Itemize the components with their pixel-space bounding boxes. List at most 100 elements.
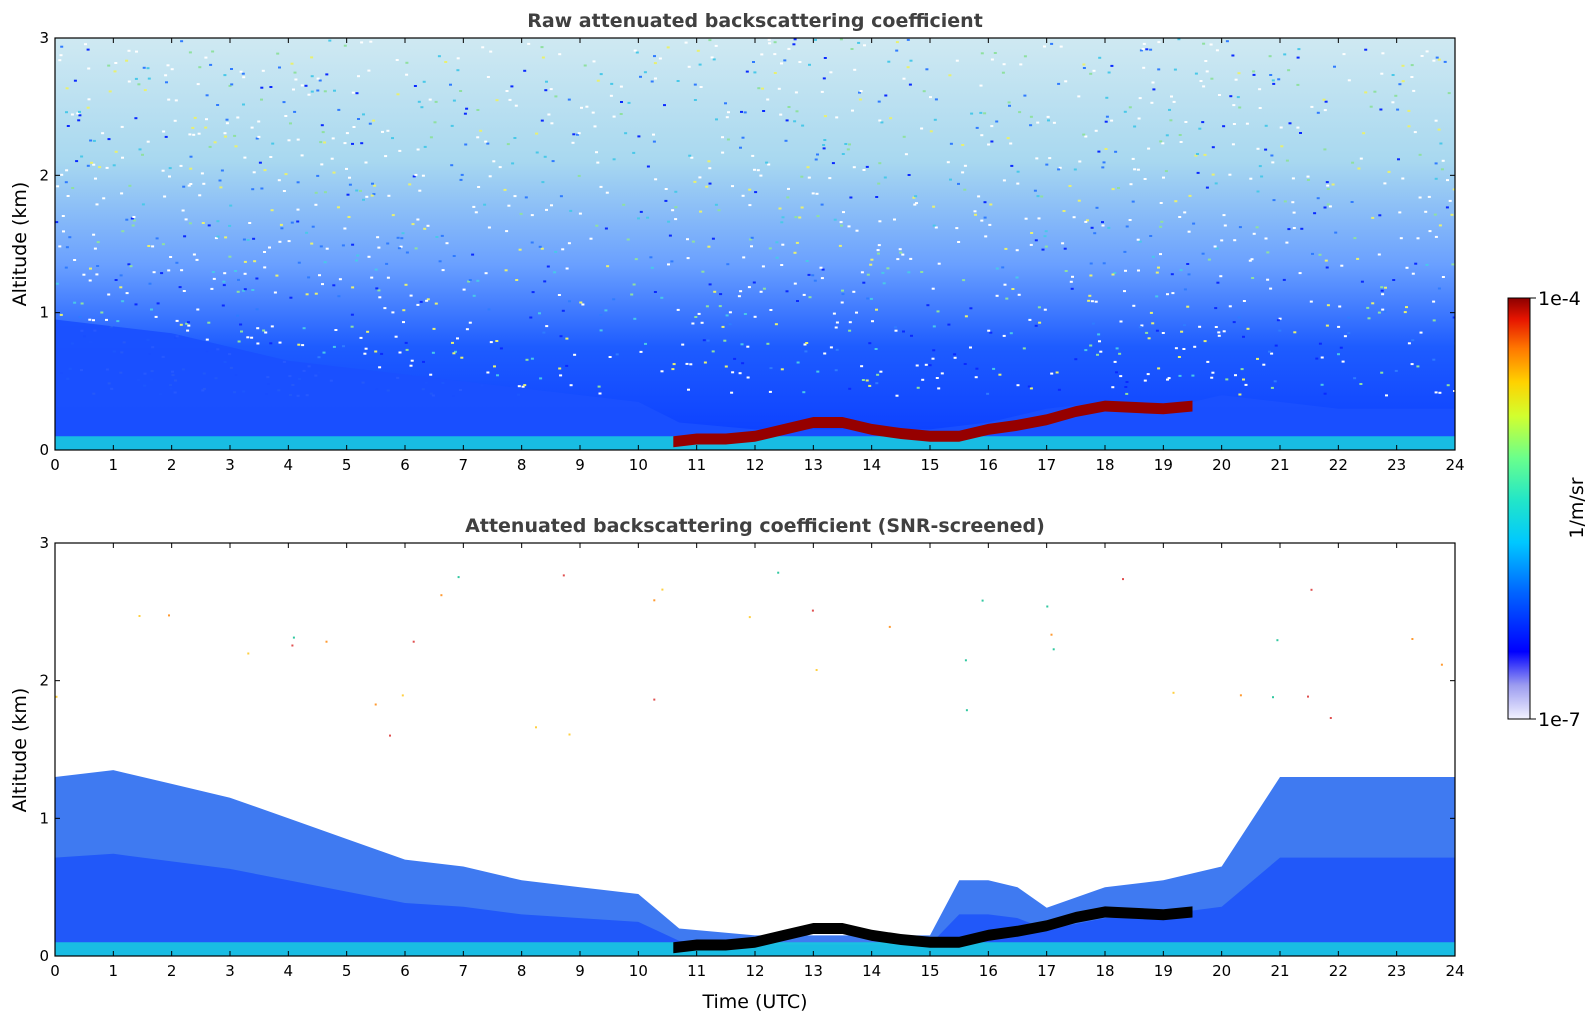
noise-speck (993, 52, 997, 54)
noise-speck (114, 62, 118, 64)
noise-speck (913, 203, 917, 206)
noise-speck (742, 256, 746, 259)
noise-speck (822, 77, 826, 80)
noise-speck (1441, 159, 1445, 162)
noise-speck (125, 59, 129, 62)
noise-speck (100, 311, 104, 314)
noise-speck (1306, 179, 1310, 181)
noise-speck (1411, 339, 1415, 342)
noise-speck (351, 243, 355, 246)
noise-speck (360, 142, 364, 145)
noise-speck (435, 236, 439, 238)
noise-speck (802, 293, 806, 296)
noise-speck (1182, 348, 1186, 350)
noise-speck (689, 363, 693, 366)
noise-speck (1133, 168, 1137, 171)
noise-speck (1384, 286, 1387, 289)
noise-speck (646, 165, 650, 168)
noise-speck (1090, 226, 1094, 229)
noise-speck (1232, 321, 1236, 324)
noise-speck (464, 143, 468, 146)
noise-speck (320, 124, 324, 127)
noise-speck (297, 261, 301, 264)
noise-speck (198, 194, 202, 197)
noise-speck (851, 109, 854, 112)
noise-speck (169, 256, 173, 258)
noise-speck (686, 238, 689, 241)
noise-speck (188, 133, 192, 136)
noise-speck (1357, 167, 1361, 170)
noise-speck (1129, 183, 1133, 186)
noise-speck (513, 195, 517, 198)
noise-speck (559, 195, 563, 198)
noise-speck (275, 274, 279, 277)
noise-speck (605, 191, 609, 194)
noise-speck (230, 68, 233, 70)
noise-speck (1178, 374, 1182, 377)
noise-speck (816, 370, 820, 373)
noise-speck (517, 385, 521, 388)
noise-speck (1022, 347, 1026, 350)
noise-speck (193, 116, 197, 119)
noise-speck (741, 194, 745, 197)
noise-speck (1242, 335, 1245, 338)
noise-speck (408, 183, 412, 186)
x-tick-label: 24 (1445, 962, 1464, 980)
noise-speck (1367, 317, 1371, 320)
noise-speck (65, 169, 69, 172)
noise-speck (197, 132, 201, 135)
noise-speck (596, 79, 600, 82)
noise-speck (1214, 182, 1218, 185)
noise-speck (681, 343, 685, 346)
noise-speck (320, 163, 324, 166)
noise-speck (260, 187, 264, 190)
noise-speck (752, 281, 756, 284)
noise-speck (76, 112, 80, 115)
noise-speck (325, 247, 329, 250)
noise-speck (1282, 278, 1286, 281)
noise-speck (610, 82, 614, 85)
noise-speck (1038, 321, 1042, 324)
noise-speck (1252, 73, 1256, 76)
noise-speck (787, 106, 791, 108)
noise-speck (73, 259, 77, 261)
noise-speck (65, 111, 68, 114)
noise-speck (250, 126, 254, 129)
noise-speck (1023, 94, 1027, 97)
noise-speck (674, 218, 678, 221)
noise-speck (1057, 82, 1061, 85)
noise-speck (1428, 230, 1432, 233)
noise-speck (1405, 306, 1408, 309)
noise-speck (1292, 211, 1296, 214)
noise-speck (981, 599, 984, 602)
noise-speck (228, 224, 232, 227)
noise-speck (540, 46, 544, 49)
noise-speck (55, 695, 58, 698)
noise-speck (604, 309, 608, 312)
noise-speck (1210, 77, 1214, 80)
noise-speck (377, 246, 381, 249)
noise-speck (1147, 147, 1151, 150)
noise-speck (263, 266, 267, 269)
noise-speck (127, 49, 131, 52)
noise-speck (658, 57, 662, 60)
noise-speck (684, 41, 688, 44)
noise-speck (1162, 176, 1165, 179)
noise-speck (869, 297, 873, 300)
noise-speck (1252, 232, 1256, 235)
noise-speck (1029, 124, 1033, 127)
colorbar-label: 1/m/sr (1566, 477, 1588, 538)
noise-speck (1104, 148, 1108, 150)
noise-speck (583, 64, 587, 67)
noise-speck (1123, 110, 1127, 113)
noise-speck (1172, 100, 1176, 103)
noise-speck (350, 313, 354, 316)
panel-screened-ylabel: Altitude (km) (9, 688, 31, 813)
noise-speck (980, 134, 984, 137)
noise-speck (834, 326, 838, 329)
noise-speck (1211, 173, 1215, 176)
noise-speck (1018, 111, 1022, 114)
noise-speck (1166, 293, 1169, 296)
noise-speck (557, 294, 561, 296)
noise-speck (1157, 41, 1161, 44)
